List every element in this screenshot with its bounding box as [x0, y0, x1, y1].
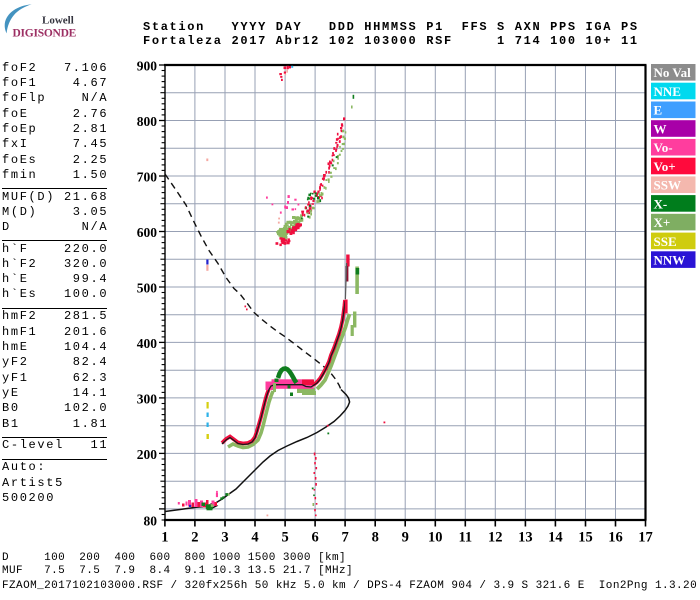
svg-text:13: 13 — [518, 530, 533, 546]
svg-text:No Val: No Val — [654, 65, 692, 80]
svg-text:10: 10 — [428, 530, 443, 546]
svg-text:800: 800 — [137, 114, 158, 129]
svg-text:SSW: SSW — [654, 178, 681, 193]
svg-text:200: 200 — [137, 447, 158, 462]
svg-text:4: 4 — [251, 530, 258, 546]
svg-text:300: 300 — [137, 391, 158, 406]
svg-text:500: 500 — [137, 280, 158, 295]
svg-text:E: E — [654, 103, 663, 118]
svg-text:3: 3 — [221, 530, 228, 546]
svg-text:SSE: SSE — [654, 234, 677, 249]
svg-text:Vo-: Vo- — [654, 140, 673, 155]
svg-text:W: W — [654, 121, 667, 136]
svg-text:Lowell: Lowell — [42, 15, 74, 27]
svg-text:15: 15 — [578, 530, 593, 546]
svg-text:5: 5 — [281, 530, 288, 546]
svg-text:9: 9 — [402, 530, 409, 546]
svg-text:2: 2 — [191, 530, 198, 546]
svg-text:600: 600 — [137, 225, 158, 240]
svg-text:NNE: NNE — [654, 84, 681, 99]
svg-text:X-: X- — [654, 196, 668, 211]
svg-text:8: 8 — [372, 530, 379, 546]
svg-text:11: 11 — [458, 530, 472, 546]
svg-text:DIGISONDE: DIGISONDE — [13, 28, 77, 40]
svg-text:X+: X+ — [654, 215, 671, 230]
svg-text:16: 16 — [608, 530, 623, 546]
svg-text:7: 7 — [341, 530, 348, 546]
svg-text:6: 6 — [311, 530, 318, 546]
svg-text:900: 900 — [137, 58, 158, 73]
svg-text:80: 80 — [144, 513, 158, 528]
svg-text:12: 12 — [488, 530, 503, 546]
svg-text:NNW: NNW — [654, 253, 686, 268]
svg-text:700: 700 — [137, 169, 158, 184]
svg-text:17: 17 — [638, 530, 653, 546]
svg-text:14: 14 — [548, 530, 563, 546]
svg-text:1: 1 — [161, 530, 168, 546]
svg-text:400: 400 — [137, 336, 158, 351]
svg-text:Vo+: Vo+ — [654, 159, 676, 174]
